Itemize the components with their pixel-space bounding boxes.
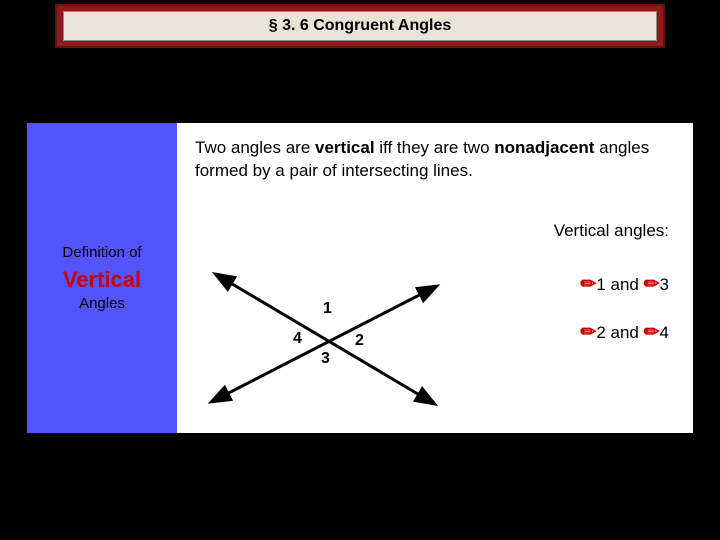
- pair-joiner: and: [606, 275, 644, 294]
- angle-number: 4: [660, 323, 669, 342]
- definition-box: Definition of Vertical Angles Two angles…: [24, 120, 696, 436]
- definition-text: Two angles are vertical iff they are two…: [195, 137, 675, 183]
- angle-number: 3: [660, 275, 669, 294]
- vertical-angles-heading: Vertical angles:: [554, 221, 669, 241]
- title-frame: § 3. 6 Congruent Angles: [55, 4, 665, 48]
- angle-number: 2: [596, 323, 605, 342]
- vertical-pair-1: ✏1 and ✏3: [580, 273, 669, 296]
- angle-icon: ✏: [644, 274, 660, 295]
- angle-label-3: 3: [321, 350, 330, 367]
- angle-icon: ✏: [580, 274, 596, 295]
- angle-icon: ✏: [644, 322, 660, 343]
- angle-label-1: 1: [323, 300, 332, 317]
- vertical-word: Vertical: [63, 267, 141, 293]
- pair-joiner: and: [606, 323, 644, 342]
- angle-icon: ✏: [580, 322, 596, 343]
- definition-label-column: Definition of Vertical Angles: [27, 123, 177, 433]
- slide-title: § 3. 6 Congruent Angles: [63, 11, 657, 41]
- intersecting-lines-diagram: 1 2 3 4: [195, 233, 455, 423]
- definition-content: Two angles are vertical iff they are two…: [177, 123, 693, 433]
- vertical-pair-2: ✏2 and ✏4: [580, 321, 669, 344]
- definition-of-label: Definition of: [62, 244, 141, 261]
- angle-label-4: 4: [293, 330, 302, 347]
- angle-label-2: 2: [355, 332, 364, 349]
- angle-number: 1: [596, 275, 605, 294]
- angles-word: Angles: [79, 295, 125, 312]
